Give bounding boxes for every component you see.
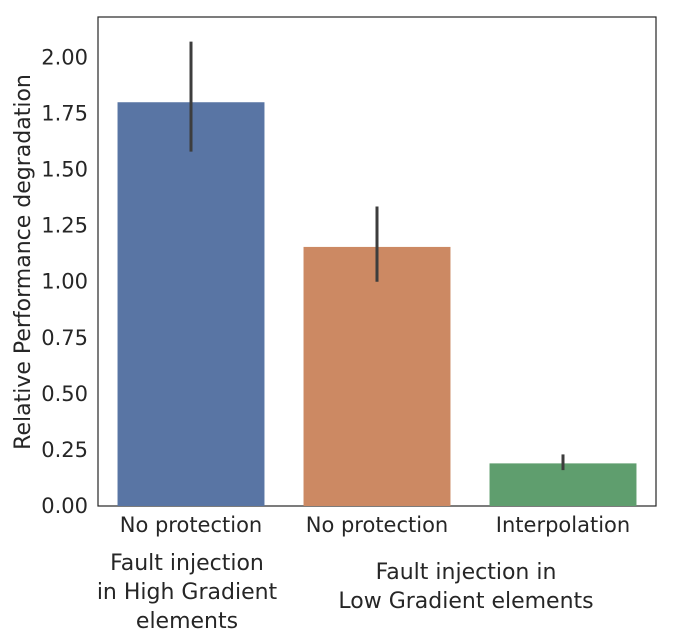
y-tick-label: 1.25 <box>41 214 88 238</box>
y-tick-label: 0.25 <box>41 438 88 462</box>
y-tick-label: 1.75 <box>41 101 88 125</box>
y-tick-label: 1.50 <box>41 158 88 182</box>
group-labels: Fault injection in High Gradient elements F… <box>97 551 594 634</box>
y-tick-label: 2.00 <box>41 45 88 69</box>
y-tick-label: 0.75 <box>41 326 88 350</box>
bar-2 <box>489 463 637 506</box>
x-tick-label: Interpolation <box>496 513 630 537</box>
group-label-0: Fault injection in High Gradient elements <box>97 551 278 634</box>
y-tick-label: 1.00 <box>41 270 88 294</box>
y-axis-label: Relative Performance degradation <box>11 74 36 450</box>
bar-1 <box>303 246 451 506</box>
bar-0 <box>117 102 265 507</box>
y-tick-label: 0.00 <box>41 494 88 518</box>
x-tick-label: No protection <box>120 513 263 537</box>
x-axis-ticks: No protection No protection Interpolation <box>120 513 630 537</box>
error-bars <box>189 41 565 471</box>
group-label-1: Fault injection in Low Gradient elements <box>338 560 593 614</box>
y-axis-ticks: 0.00 0.25 0.50 0.75 1.00 1.25 1.50 1.75 2.00 <box>41 45 88 518</box>
bars <box>117 102 637 507</box>
x-tick-label: No protection <box>306 513 449 537</box>
y-tick-label: 0.50 <box>41 382 88 406</box>
